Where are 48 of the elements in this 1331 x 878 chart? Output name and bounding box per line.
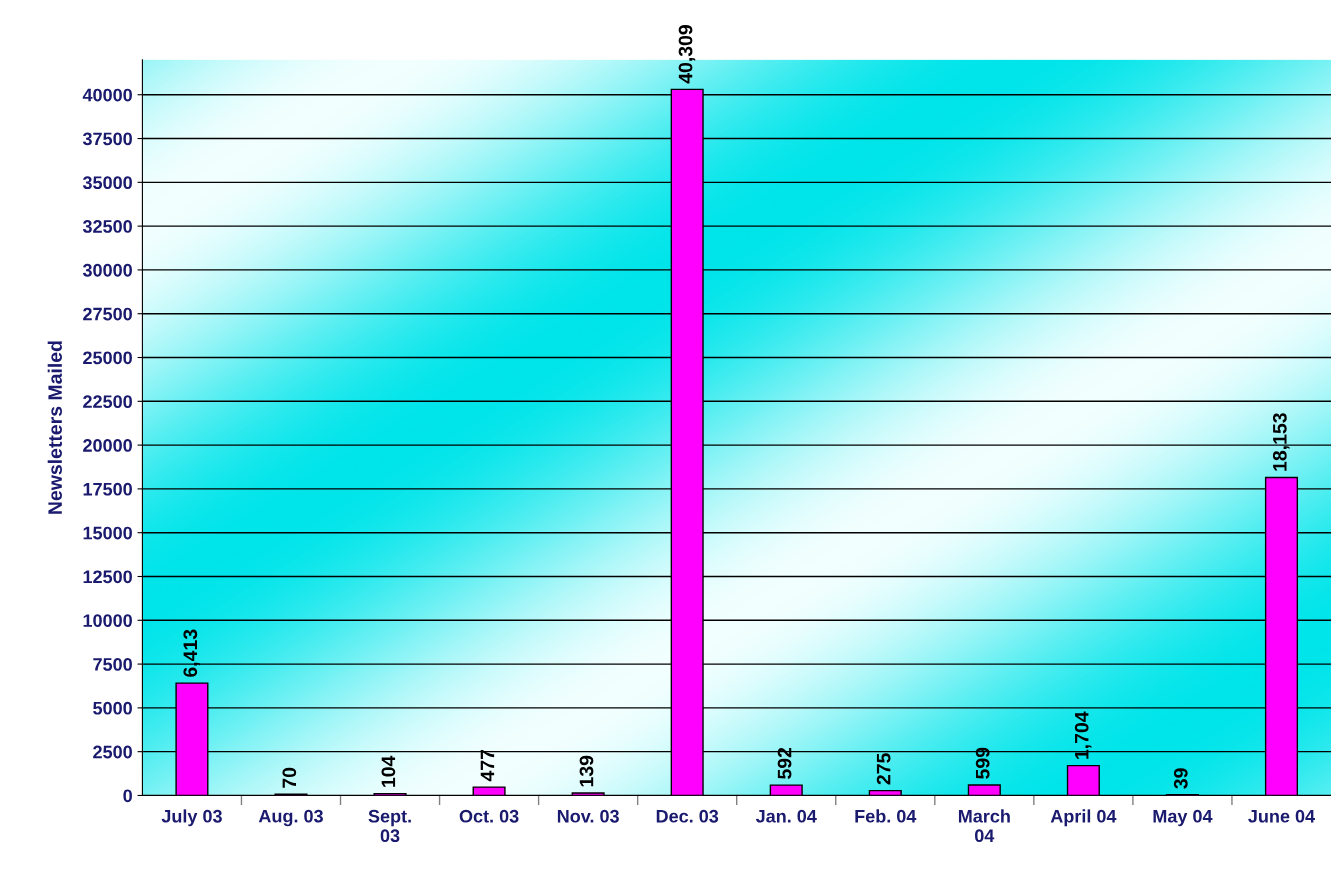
x-tick-label: June 04 — [1248, 809, 1315, 823]
y-tick-label: 20000 — [83, 439, 132, 452]
x-tick-label: Aug. 03 — [258, 809, 323, 827]
y-tick-label: 37500 — [82, 132, 132, 146]
bar — [967, 784, 1001, 796]
y-tick-label: 17500 — [83, 482, 132, 496]
data-label: 40,309 — [678, 25, 696, 84]
data-label: 104 — [381, 755, 396, 787]
data-label: 275 — [876, 753, 891, 785]
x-tick-label: Nov. 03 — [557, 809, 619, 823]
data-label: 477 — [480, 749, 495, 782]
y-tick-label: 15000 — [83, 526, 132, 540]
bar — [868, 789, 902, 796]
data-label: 599 — [975, 747, 990, 779]
y-tick-label: 7500 — [93, 658, 132, 671]
y-tick-label: 27500 — [83, 307, 132, 321]
data-label: 70 — [282, 767, 297, 788]
y-tick-label: 0 — [123, 789, 132, 803]
y-tick-label: 25000 — [83, 351, 132, 365]
y-tick-label: 30000 — [82, 263, 132, 277]
bar — [769, 784, 803, 796]
data-label: 39 — [1173, 768, 1188, 789]
data-label: 18,153 — [1272, 413, 1290, 471]
x-tick-label: Sept. 03 — [368, 809, 411, 843]
y-tick-label: 10000 — [83, 614, 132, 628]
data-label: 6,413 — [183, 629, 200, 677]
y-tick-label: 5000 — [93, 701, 132, 715]
y-tick-label: 35000 — [82, 176, 132, 190]
x-tick-label: Jan. 04 — [755, 809, 817, 823]
y-tick-label: 2500 — [93, 745, 132, 759]
y-tick-label: 12500 — [83, 570, 132, 584]
x-tick-label: Dec. 03 — [656, 809, 719, 823]
y-tick-label: 40000 — [82, 88, 132, 102]
x-tick-label: March 04 — [958, 809, 1010, 843]
y-tick-label: 32500 — [82, 220, 132, 233]
data-label: 1,704 — [1074, 711, 1092, 759]
x-tick-label: May 04 — [1153, 809, 1213, 827]
x-tick-label: April 04 — [1050, 809, 1117, 827]
data-label: 139 — [579, 755, 594, 787]
y-tick-label: 22500 — [83, 395, 132, 409]
x-tick-label: Feb. 04 — [855, 809, 917, 823]
y-axis-title: Newsletters Mailed — [47, 341, 62, 514]
data-label: 592 — [777, 747, 792, 779]
bar — [472, 786, 506, 796]
bar — [1066, 764, 1100, 796]
x-tick-label: July 03 — [161, 809, 222, 827]
bar — [571, 792, 605, 796]
x-tick-label: Oct. 03 — [459, 809, 519, 823]
